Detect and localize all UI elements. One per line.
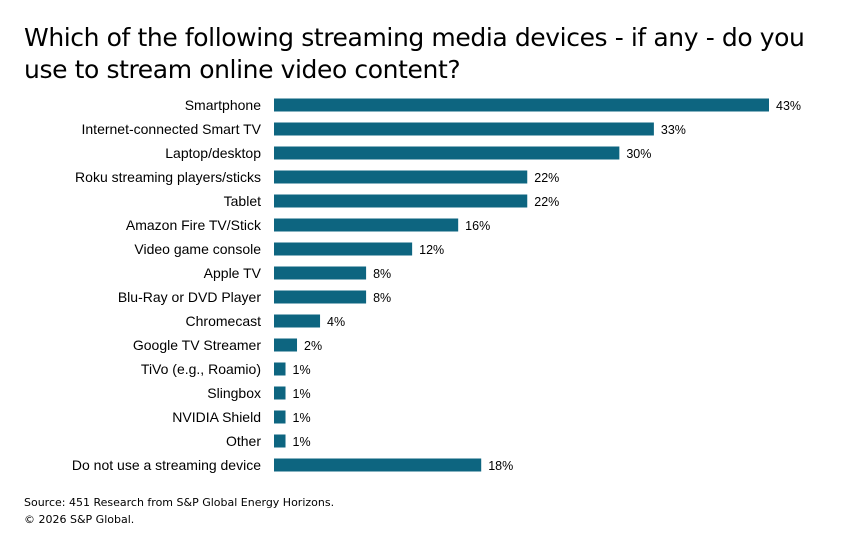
bar	[274, 218, 459, 232]
category-label: Slingbox	[207, 385, 261, 401]
data-label: 12%	[419, 243, 444, 257]
category-label: Internet-connected Smart TV	[82, 121, 262, 137]
category-label: Roku streaming players/sticks	[75, 169, 261, 185]
category-label: Smartphone	[185, 97, 261, 113]
category-label: NVIDIA Shield	[172, 409, 261, 425]
bar	[274, 122, 654, 136]
category-label: Amazon Fire TV/Stick	[126, 217, 262, 233]
bar	[274, 266, 367, 280]
category-label: Tablet	[224, 193, 261, 209]
category-label: Do not use a streaming device	[72, 457, 261, 473]
data-label: 2%	[304, 339, 322, 353]
bar	[274, 194, 528, 208]
footer: Source: 451 Research from S&P Global Ene…	[24, 494, 334, 528]
bar	[274, 434, 286, 448]
bar	[274, 362, 286, 376]
data-label: 18%	[488, 459, 513, 473]
data-label: 1%	[293, 435, 311, 449]
bar	[274, 242, 413, 256]
bar	[274, 290, 367, 304]
data-label: 8%	[373, 291, 391, 305]
data-label: 22%	[534, 171, 559, 185]
bar	[274, 410, 286, 424]
bar-chart: Smartphone 43% Internet-connected Smart TV…	[72, 97, 801, 473]
bar	[274, 338, 298, 352]
category-label: TiVo (e.g., Roamio)	[141, 361, 261, 377]
data-label: 1%	[293, 411, 311, 425]
category-label: Google TV Streamer	[133, 337, 261, 353]
source-note: Source: 451 Research from S&P Global Ene…	[24, 496, 335, 509]
category-label: Chromecast	[186, 313, 262, 329]
data-label: 43%	[776, 99, 801, 113]
data-label: 1%	[293, 387, 311, 401]
category-label: Laptop/desktop	[165, 145, 261, 161]
bar	[274, 458, 482, 472]
bar	[274, 386, 286, 400]
category-label: Other	[226, 433, 261, 449]
data-label: 16%	[465, 219, 490, 233]
bar	[274, 170, 528, 184]
data-label: 4%	[327, 315, 345, 329]
chart-title: Which of the following streaming media d…	[24, 23, 805, 84]
data-label: 1%	[293, 363, 311, 377]
copyright-note: © 2026 S&P Global.	[24, 513, 135, 526]
bar	[274, 98, 769, 112]
bar	[274, 314, 321, 328]
data-label: 33%	[661, 123, 686, 137]
data-label: 8%	[373, 267, 391, 281]
bar	[274, 146, 620, 160]
category-label: Video game console	[134, 241, 261, 257]
data-label: 22%	[534, 195, 559, 209]
category-label: Blu-Ray or DVD Player	[118, 289, 261, 305]
category-label: Apple TV	[204, 265, 262, 281]
data-label: 30%	[626, 147, 651, 161]
